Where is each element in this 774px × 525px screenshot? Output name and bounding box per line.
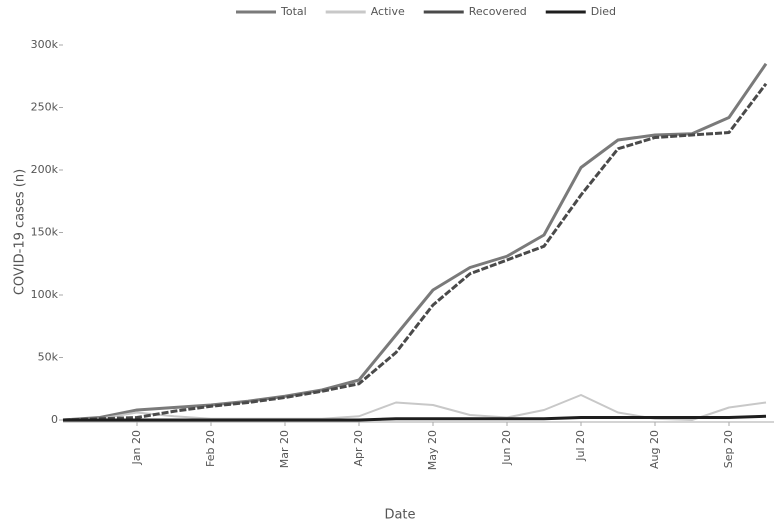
x-axis-label: Date (384, 508, 415, 523)
x-tick-label: Jun 20 (500, 430, 513, 466)
y-tick-label: 200k (31, 163, 59, 176)
y-tick-label: 100k (31, 288, 59, 301)
legend-label: Died (591, 5, 616, 18)
x-tick-label: Jul 20 (574, 430, 587, 462)
x-tick-label: Mar 20 (278, 430, 291, 468)
y-tick-label: 250k (31, 101, 59, 114)
y-tick-label: 300k (31, 38, 59, 51)
series-line (62, 62, 768, 422)
x-tick-label: Jan 20 (130, 430, 143, 465)
y-tick-label: 150k (31, 226, 59, 239)
legend-label: Active (371, 5, 405, 18)
y-tick-label: 0 (51, 413, 58, 426)
legend-label: Total (280, 5, 307, 18)
y-axis-label: COVID-19 cases (n) (13, 169, 28, 295)
x-tick-label: Apr 20 (352, 430, 365, 467)
series-line (62, 82, 768, 422)
x-tick-label: May 20 (426, 430, 439, 470)
x-tick-label: Aug 20 (648, 430, 661, 469)
y-tick-label: 50k (38, 351, 59, 364)
legend-label: Recovered (469, 5, 527, 18)
series-line (63, 414, 767, 422)
x-tick-label: Sep 20 (722, 430, 735, 468)
x-tick-label: Feb 20 (204, 430, 217, 467)
